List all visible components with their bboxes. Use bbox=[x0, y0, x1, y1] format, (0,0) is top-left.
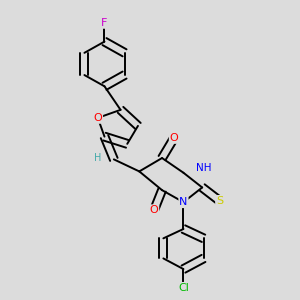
Text: F: F bbox=[101, 18, 108, 28]
Text: S: S bbox=[216, 196, 223, 206]
Text: O: O bbox=[150, 205, 158, 215]
Text: Cl: Cl bbox=[178, 283, 189, 293]
Text: NH: NH bbox=[196, 163, 211, 173]
Text: O: O bbox=[93, 113, 102, 123]
Text: N: N bbox=[179, 197, 188, 207]
Text: H: H bbox=[94, 153, 101, 163]
Text: O: O bbox=[170, 133, 178, 143]
